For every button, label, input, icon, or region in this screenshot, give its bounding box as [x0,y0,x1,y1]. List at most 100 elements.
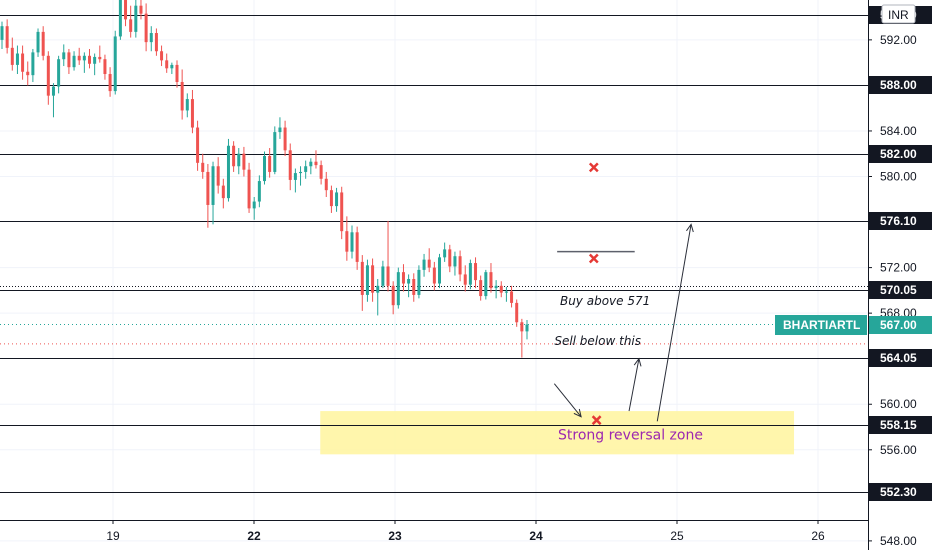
candle-body [381,266,385,286]
level-price-tag [869,76,932,94]
arrow-3-head [686,223,694,233]
price-tick-label: 572.00 [880,261,917,275]
candle-body [515,302,519,323]
candle-body [62,52,66,60]
level-price-label: 588.00 [880,78,917,92]
candle-body [438,257,441,284]
candle-body [391,285,395,306]
candle-body [329,190,333,207]
candle-body [365,265,369,295]
annotation-zone: Strong reversal zone [558,428,703,444]
price-axis[interactable]: 592.00584.00580.00572.00568.00560.00556.… [775,0,932,550]
candle-body [263,156,266,182]
candle-body [216,166,220,186]
level-price-tag [869,483,932,501]
level-price-label: 582.00 [880,147,917,161]
candle-body [479,280,483,297]
candle-body [232,145,236,167]
time-tick-label: 24 [529,529,543,543]
candle-body [360,261,364,295]
candle-body [113,36,117,92]
cross-marker [588,162,599,173]
candle-body [386,266,390,286]
candle-body [304,166,308,172]
candle-body [520,322,524,332]
price-tick-label: 556.00 [880,443,917,457]
candle-body [196,127,200,163]
candle-body [139,5,143,14]
candle-body [293,173,297,180]
level-price-label: 564.05 [880,351,917,365]
candle-body [93,56,97,64]
candle-body [211,166,215,205]
candle-body [88,55,91,64]
candle-body [417,269,421,295]
level-price-tag [869,416,932,434]
currency-label: INR [888,8,909,22]
candle-body [494,285,498,289]
candle-body [355,232,359,262]
candle-body [252,201,256,209]
candle-body [268,156,272,172]
last-price-label: 567.00 [880,318,917,332]
level-price-label: 558.15 [880,418,917,432]
candle-body [345,231,349,252]
time-axis[interactable]: 19 22 23 24 25 26 [0,520,868,543]
level-price-tag [869,212,932,230]
candle-body [36,31,40,53]
candle-body [10,47,14,65]
candle-body [371,265,375,293]
candle-body [103,59,107,75]
level-price-tag [869,349,932,367]
arrow-2-head [633,357,642,367]
reversal-zone-layer [320,411,795,455]
candle-body [474,263,478,281]
candle-body [108,74,112,92]
candle-body [67,52,71,68]
arrow-1-head [573,408,582,418]
candle-body [31,52,35,76]
candle-body [237,153,241,167]
arrow-2 [628,358,640,412]
candle-body [21,53,25,72]
time-tick-label: 19 [106,529,120,543]
candle-body [72,55,76,68]
currency-badge[interactable] [881,4,916,24]
candle-body [51,86,55,96]
candle-body [15,53,19,65]
candle-body [299,171,303,174]
candle-body [340,192,344,232]
candle-body [144,13,148,43]
level-price-label: 576.10 [880,214,917,228]
candle-body [489,272,493,289]
candle-body [350,232,354,252]
level-price-label: 570.05 [880,283,917,297]
level-price-label: 552.30 [880,485,917,499]
candle-body [288,150,292,180]
time-tick-label: 25 [670,529,684,543]
price-tick-label: 548.00 [880,534,917,548]
candle-body [124,0,128,20]
candle-body [5,26,9,48]
candle-body [165,60,169,69]
candle-body [175,64,179,82]
time-tick-label: 26 [811,529,825,543]
candle-body [226,145,230,199]
candle-body [201,162,205,172]
candle-body [57,59,61,87]
candle-body [448,249,452,267]
candle-body [499,285,503,293]
candle-body [185,99,189,111]
candle-body [149,33,153,43]
price-tick-label: 560.00 [880,397,917,411]
candle-body [98,56,102,60]
level-price-tag [869,145,932,163]
candle-body [309,161,313,167]
candle-body [453,256,457,267]
candle-body [154,33,158,52]
cross-marker [591,415,602,426]
last-price-tag [869,316,932,334]
candle-body [314,161,318,166]
price-tick-label: 580.00 [880,170,917,184]
